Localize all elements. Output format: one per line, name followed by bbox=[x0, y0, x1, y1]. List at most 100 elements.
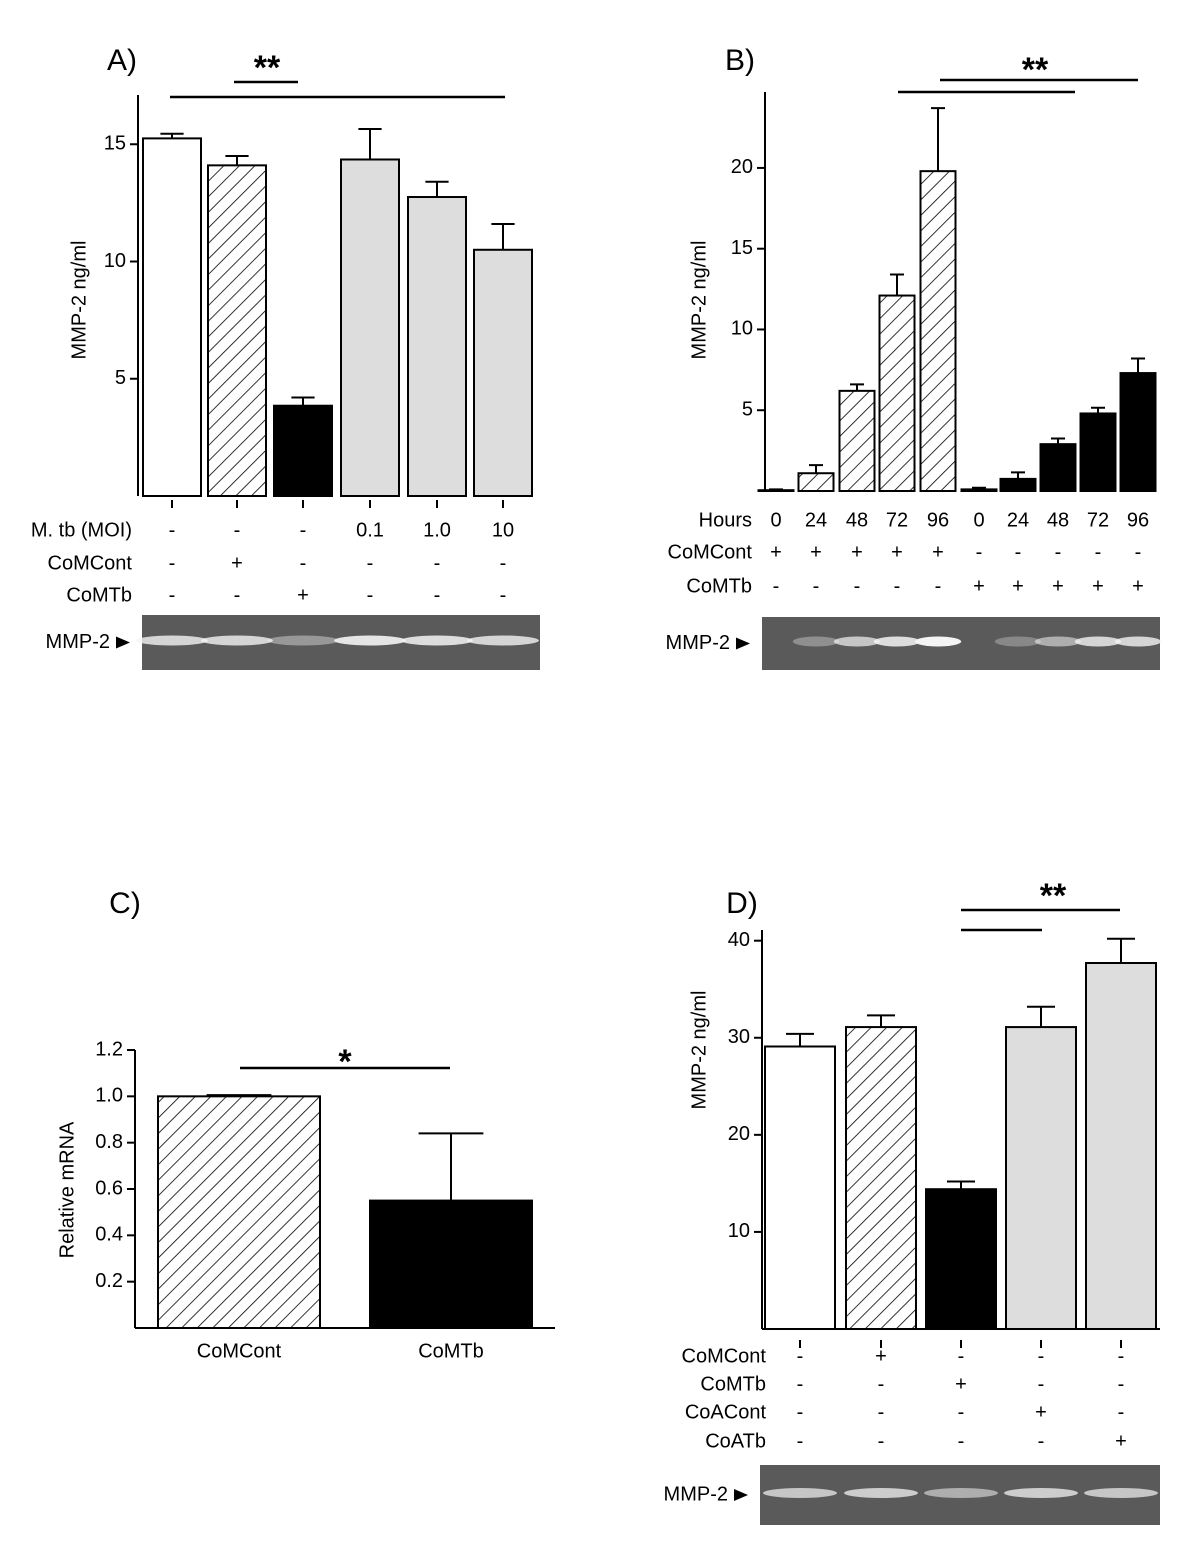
condition-value: + bbox=[1092, 575, 1104, 597]
error-bar bbox=[890, 273, 904, 296]
condition-value: 96 bbox=[1127, 509, 1149, 531]
condition-value: - bbox=[958, 1401, 965, 1423]
condition-value: + bbox=[973, 575, 985, 597]
y-tick-label: 0.6 bbox=[95, 1177, 123, 1199]
condition-value: - bbox=[169, 552, 176, 574]
condition-value: 24 bbox=[805, 509, 827, 531]
condition-value: + bbox=[875, 1345, 887, 1367]
gel-arrow bbox=[116, 636, 130, 649]
error-bar bbox=[1091, 406, 1105, 414]
bar bbox=[340, 158, 400, 497]
condition-value: - bbox=[958, 1430, 965, 1452]
condition-value: - bbox=[1095, 541, 1102, 563]
bar bbox=[960, 488, 998, 492]
gel-label: MMP-2 bbox=[666, 632, 730, 654]
x-tick-label: CoMCont bbox=[197, 1340, 282, 1362]
error-bar bbox=[291, 396, 315, 406]
condition-value: + bbox=[231, 552, 243, 574]
y-tick-label: 40 bbox=[728, 929, 750, 951]
gel-band bbox=[201, 635, 273, 646]
condition-label: CoMCont bbox=[682, 1345, 767, 1367]
condition-value: - bbox=[1038, 1345, 1045, 1367]
error-bar bbox=[206, 1094, 272, 1097]
error-bar bbox=[769, 488, 783, 491]
y-tick-label: 30 bbox=[728, 1026, 750, 1048]
error-bar bbox=[418, 1132, 484, 1201]
condition-value: + bbox=[1132, 575, 1144, 597]
gel-band bbox=[914, 636, 962, 647]
y-axis-label: Relative mRNA bbox=[56, 1121, 78, 1258]
x-tick-label: CoMTb bbox=[418, 1340, 484, 1362]
condition-label: CoMTb bbox=[686, 575, 752, 597]
error-bar bbox=[425, 180, 449, 198]
condition-value: - bbox=[797, 1401, 804, 1423]
condition-value: - bbox=[367, 552, 374, 574]
condition-label: CoMCont bbox=[48, 552, 133, 574]
bar bbox=[142, 137, 202, 498]
condition-value: - bbox=[854, 575, 861, 597]
condition-value: - bbox=[169, 519, 176, 541]
condition-value: - bbox=[797, 1373, 804, 1395]
error-bar bbox=[1107, 937, 1135, 964]
condition-value: - bbox=[434, 552, 441, 574]
condition-value: 72 bbox=[1087, 509, 1109, 531]
y-axis-label: MMP-2 ng/ml bbox=[68, 241, 90, 360]
y-tick-label: 15 bbox=[104, 133, 126, 155]
condition-value: 48 bbox=[846, 509, 868, 531]
condition-value: - bbox=[234, 519, 241, 541]
error-bar bbox=[850, 383, 864, 391]
panel-title: C) bbox=[109, 887, 141, 920]
condition-value: 48 bbox=[1047, 509, 1069, 531]
gel-label: MMP-2 bbox=[46, 631, 110, 653]
condition-value: - bbox=[935, 575, 942, 597]
gel-band bbox=[136, 635, 208, 646]
gel-band bbox=[401, 635, 473, 646]
condition-value: 10 bbox=[492, 519, 514, 541]
error-bar bbox=[358, 128, 382, 160]
error-bar bbox=[1051, 437, 1065, 445]
bar bbox=[919, 170, 957, 492]
bar bbox=[1079, 412, 1117, 493]
condition-value: - bbox=[234, 584, 241, 606]
condition-value: + bbox=[891, 541, 903, 563]
bar bbox=[207, 164, 267, 497]
condition-value: - bbox=[300, 552, 307, 574]
condition-label: CoATb bbox=[705, 1430, 766, 1452]
condition-value: - bbox=[797, 1430, 804, 1452]
bar bbox=[797, 472, 835, 493]
condition-label: CoACont bbox=[685, 1401, 767, 1423]
condition-value: - bbox=[976, 541, 983, 563]
y-axis-label: MMP-2 ng/ml bbox=[688, 241, 710, 360]
y-tick-label: 1.0 bbox=[95, 1085, 123, 1107]
bar bbox=[157, 1095, 321, 1330]
condition-value: - bbox=[1015, 541, 1022, 563]
condition-value: + bbox=[1115, 1430, 1127, 1452]
gel-band bbox=[924, 1488, 998, 1498]
y-tick-label: 1.2 bbox=[95, 1038, 123, 1060]
y-tick-label: 5 bbox=[742, 399, 753, 421]
condition-value: - bbox=[169, 584, 176, 606]
bar bbox=[473, 248, 533, 497]
gel-arrow bbox=[734, 1489, 748, 1501]
gel-band bbox=[267, 635, 339, 646]
bar bbox=[407, 196, 467, 498]
condition-value: + bbox=[1052, 575, 1064, 597]
gel-band bbox=[792, 636, 840, 647]
condition-value: - bbox=[797, 1345, 804, 1367]
gel-arrow bbox=[736, 637, 750, 650]
gel-band bbox=[467, 635, 539, 646]
condition-value: - bbox=[878, 1430, 885, 1452]
error-bar bbox=[931, 107, 945, 172]
gel-band bbox=[873, 636, 921, 647]
y-tick-label: 15 bbox=[731, 237, 753, 259]
significance: * bbox=[338, 1043, 352, 1081]
condition-value: - bbox=[1118, 1345, 1125, 1367]
condition-value: 72 bbox=[886, 509, 908, 531]
condition-value: - bbox=[1038, 1430, 1045, 1452]
condition-value: - bbox=[367, 584, 374, 606]
bar bbox=[838, 389, 876, 493]
gel-band bbox=[833, 636, 881, 647]
y-tick-label: 0.4 bbox=[95, 1224, 123, 1246]
